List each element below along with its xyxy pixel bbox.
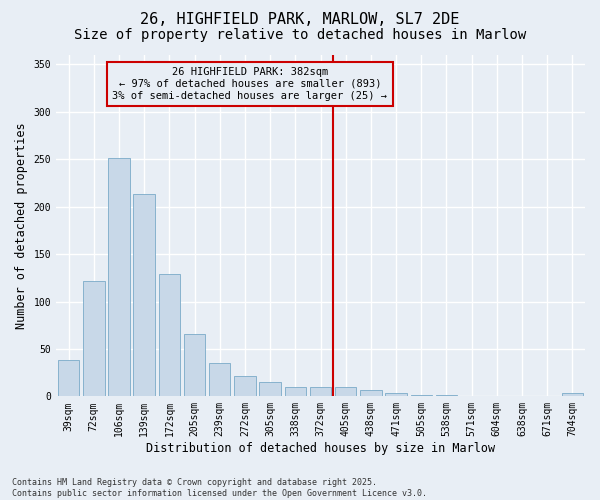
Bar: [284, 387, 306, 396]
Text: Contains HM Land Registry data © Crown copyright and database right 2025.
Contai: Contains HM Land Registry data © Crown c…: [12, 478, 427, 498]
Bar: [184, 334, 205, 396]
Bar: [83, 280, 104, 396]
Bar: [360, 390, 382, 396]
Bar: [58, 360, 79, 396]
Bar: [158, 274, 180, 396]
Bar: [209, 363, 230, 396]
Bar: [335, 387, 356, 396]
Text: 26, HIGHFIELD PARK, MARLOW, SL7 2DE: 26, HIGHFIELD PARK, MARLOW, SL7 2DE: [140, 12, 460, 28]
X-axis label: Distribution of detached houses by size in Marlow: Distribution of detached houses by size …: [146, 442, 495, 455]
Text: 26 HIGHFIELD PARK: 382sqm
← 97% of detached houses are smaller (893)
3% of semi-: 26 HIGHFIELD PARK: 382sqm ← 97% of detac…: [112, 68, 388, 100]
Bar: [385, 394, 407, 396]
Bar: [310, 387, 331, 396]
Bar: [133, 194, 155, 396]
Bar: [234, 376, 256, 396]
Bar: [562, 394, 583, 396]
Bar: [259, 382, 281, 396]
Bar: [109, 158, 130, 396]
Y-axis label: Number of detached properties: Number of detached properties: [15, 122, 28, 329]
Text: Size of property relative to detached houses in Marlow: Size of property relative to detached ho…: [74, 28, 526, 42]
